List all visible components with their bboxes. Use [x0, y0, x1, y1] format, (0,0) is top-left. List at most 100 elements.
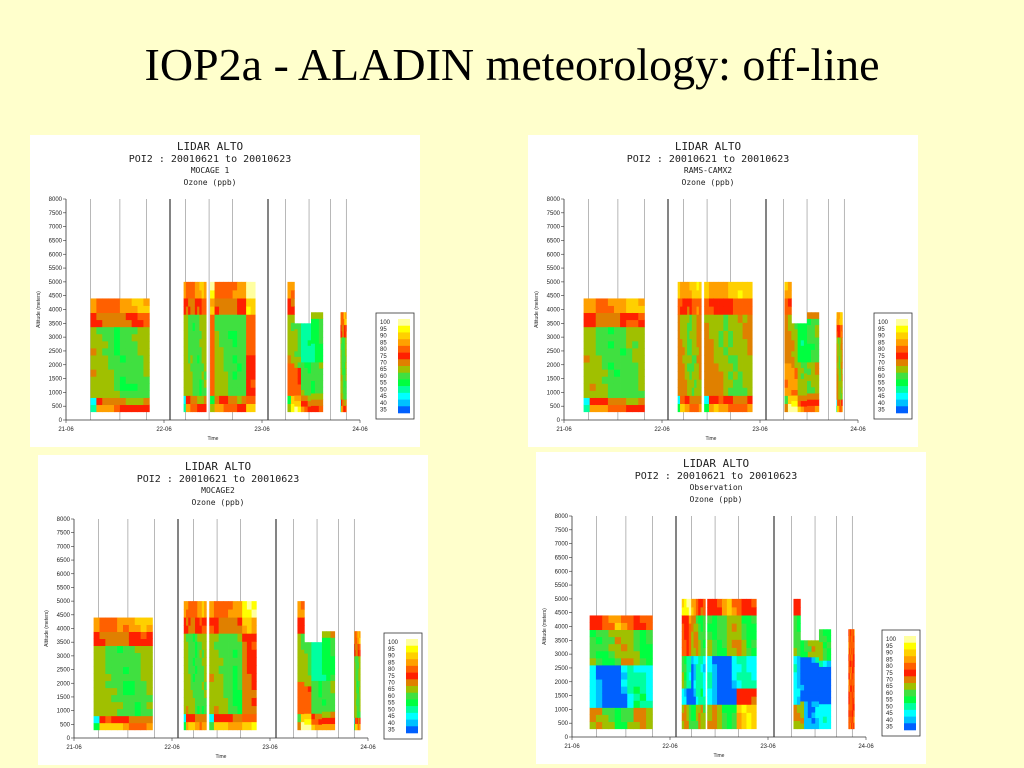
- heatmap-cell: [340, 318, 342, 326]
- heatmap-cell: [357, 711, 359, 718]
- heatmap-cell: [620, 369, 627, 377]
- heatmap-cell: [811, 656, 816, 663]
- legend-level-label: 100: [380, 320, 391, 326]
- y-tick-label: 3000: [49, 335, 63, 341]
- heatmap-cell: [810, 380, 816, 388]
- heatmap-cell: [355, 692, 357, 700]
- heatmap-cell: [848, 697, 850, 705]
- heatmap-cell: [700, 663, 704, 673]
- heatmap-cell: [342, 324, 344, 332]
- heatmap-cell: [839, 349, 841, 357]
- heatmap-cell: [850, 697, 852, 705]
- heatmap-cell: [841, 343, 843, 350]
- heatmap-cell: [784, 330, 789, 340]
- heatmap-cell: [684, 330, 688, 340]
- heatmap-cell: [287, 387, 292, 396]
- heatmap-cell: [210, 354, 215, 364]
- heatmap-cell: [343, 349, 345, 357]
- heatmap-cell: [246, 363, 252, 372]
- legend-color-swatch: [904, 662, 916, 670]
- heatmap-cell: [185, 371, 189, 380]
- heatmap-cell: [125, 376, 133, 384]
- heatmap-cell: [713, 322, 719, 331]
- heatmap-cell: [826, 716, 832, 723]
- heatmap-cell: [201, 322, 205, 331]
- heatmap-cell: [595, 369, 603, 377]
- heatmap-cell: [197, 354, 200, 364]
- heatmap-cell: [608, 629, 616, 638]
- y-tick-label: 7000: [49, 225, 63, 231]
- heatmap-cell: [345, 386, 347, 394]
- heatmap-cell: [807, 723, 812, 730]
- heatmap-cell: [237, 681, 243, 690]
- heatmap-cell: [803, 395, 808, 402]
- legend-level-label: 95: [878, 327, 885, 333]
- heatmap-cell: [841, 343, 843, 350]
- heatmap-cell: [223, 657, 229, 666]
- heatmap-cell: [203, 346, 207, 356]
- heatmap-cell: [698, 338, 702, 348]
- y-tick-label: 2500: [57, 668, 71, 674]
- heatmap-cell: [287, 306, 292, 315]
- legend-color-swatch: [904, 716, 916, 724]
- heatmap-cell: [638, 319, 645, 328]
- heatmap-cell: [810, 318, 816, 326]
- heatmap-cell: [787, 330, 792, 340]
- heatmap-cell: [607, 340, 615, 349]
- heatmap-cell: [602, 700, 609, 708]
- heatmap-cell: [304, 367, 309, 374]
- heatmap-cell: [853, 710, 855, 717]
- heatmap-cell: [689, 330, 693, 340]
- heatmap-cell: [841, 399, 843, 406]
- x-tick-label: 22-06: [156, 427, 172, 433]
- heatmap-cell: [746, 606, 752, 616]
- heatmap-cell: [848, 678, 850, 686]
- heatmap-cell: [797, 384, 802, 391]
- heatmap-cell: [721, 680, 728, 689]
- heatmap-cell: [746, 704, 752, 713]
- heatmap-cell: [839, 318, 841, 326]
- heatmap-cell: [199, 633, 203, 642]
- heatmap-cell: [811, 640, 816, 647]
- heatmap-cell: [300, 649, 305, 658]
- heatmap-cell: [90, 319, 97, 328]
- heatmap-cell: [839, 355, 841, 363]
- heatmap-cell: [713, 363, 719, 372]
- heatmap-cell: [204, 697, 207, 707]
- heatmap-cell: [632, 298, 639, 306]
- heatmap-cell: [807, 706, 812, 713]
- heatmap-cell: [356, 680, 358, 688]
- heatmap-cell: [190, 379, 194, 388]
- heatmap-cell: [307, 367, 312, 374]
- heatmap-cell: [340, 349, 342, 357]
- heatmap-cell: [698, 346, 702, 356]
- heatmap-cell: [721, 696, 728, 705]
- heatmap-cell: [287, 346, 292, 356]
- heatmap-cell: [803, 345, 808, 352]
- heatmap-cell: [345, 380, 347, 388]
- heatmap-cell: [223, 298, 229, 307]
- heatmap-cell: [837, 318, 839, 326]
- heatmap-cell: [343, 405, 345, 413]
- heatmap-cell: [140, 617, 147, 625]
- legend-level-label: 60: [388, 694, 395, 700]
- heatmap-cell: [826, 722, 832, 730]
- heatmap-cell: [694, 403, 697, 413]
- heatmap-cell: [838, 355, 840, 363]
- heatmap-cell: [343, 368, 345, 375]
- heatmap-cell: [301, 384, 305, 391]
- heatmap-cell: [841, 361, 843, 369]
- heatmap-cell: [190, 395, 194, 404]
- heatmap-cell: [345, 337, 347, 344]
- legend-level-label: 45: [380, 394, 387, 400]
- heatmap-cell: [117, 701, 124, 710]
- legend-level-label: 35: [388, 728, 395, 734]
- heatmap-cell: [307, 389, 312, 396]
- heatmap-cell: [330, 692, 336, 700]
- heatmap-cell: [841, 349, 843, 357]
- heatmap-cell: [114, 312, 121, 321]
- heatmap-cell: [695, 631, 699, 640]
- heatmap-cell: [223, 403, 229, 413]
- heatmap-cell: [700, 623, 704, 632]
- heatmap-cell: [228, 371, 233, 380]
